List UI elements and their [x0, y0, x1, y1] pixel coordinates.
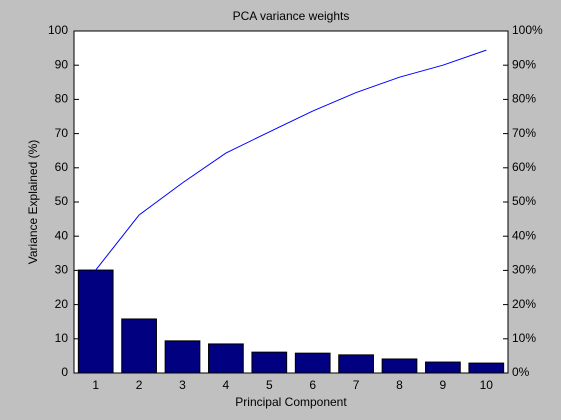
- bar: [294, 352, 331, 374]
- y2-tick-label: 30%: [512, 263, 536, 277]
- bar: [77, 269, 114, 374]
- y-tick-label: 0: [61, 365, 68, 379]
- y-tick-label: 20: [55, 297, 69, 311]
- y-tick-label: 90: [55, 57, 69, 71]
- y2-tick-label: 0%: [512, 365, 530, 379]
- y2-tick-label: 100%: [512, 23, 543, 37]
- y2-tick-label: 50%: [512, 194, 536, 208]
- y-tick-label: 40: [55, 228, 69, 242]
- x-tick-label: 2: [136, 378, 143, 392]
- y-axis-label: Variance Explained (%): [26, 140, 40, 265]
- x-tick-label: 4: [223, 378, 230, 392]
- y-tick-label: 10: [55, 331, 69, 345]
- y2-tick-label: 40%: [512, 228, 536, 242]
- x-tick-label: 1: [92, 378, 99, 392]
- y2-tick-label: 10%: [512, 331, 536, 345]
- y2-tick-label: 60%: [512, 160, 536, 174]
- x-tick-label: 5: [266, 378, 273, 392]
- bar: [251, 351, 288, 374]
- bar: [208, 343, 244, 374]
- bar: [381, 358, 418, 374]
- chart-title: PCA variance weights: [233, 9, 350, 23]
- y-tick-label: 50: [55, 194, 69, 208]
- y-tick-label: 70: [55, 126, 69, 140]
- x-tick-label: 8: [396, 378, 403, 392]
- bar: [164, 340, 201, 374]
- x-tick-label: 3: [179, 378, 186, 392]
- y2-tick-label: 80%: [512, 92, 536, 106]
- bar: [425, 361, 461, 374]
- bar: [468, 362, 505, 374]
- y-tick-label: 100: [48, 23, 68, 37]
- cumulative-line: [95, 49, 487, 271]
- y2-tick-label: 70%: [512, 126, 536, 140]
- y2-tick-label: 90%: [512, 57, 536, 71]
- plot-area: [73, 30, 509, 374]
- y-tick-label: 60: [55, 160, 69, 174]
- bar: [121, 318, 157, 374]
- y-tick-label: 80: [55, 92, 69, 106]
- bar: [338, 354, 374, 374]
- x-tick-label: 6: [309, 378, 316, 392]
- x-tick-label: 9: [440, 378, 447, 392]
- x-tick-label: 10: [480, 378, 494, 392]
- y-tick-label: 30: [55, 263, 69, 277]
- x-tick-label: 7: [353, 378, 360, 392]
- x-axis-label: Principal Component: [235, 395, 347, 409]
- y2-tick-label: 20%: [512, 297, 536, 311]
